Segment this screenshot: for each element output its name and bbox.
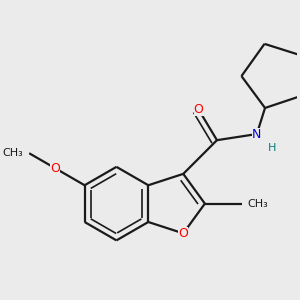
Text: H: H: [268, 143, 276, 153]
Text: O: O: [194, 103, 203, 116]
Text: CH₃: CH₃: [248, 199, 268, 208]
Text: O: O: [50, 162, 60, 175]
Text: O: O: [178, 227, 188, 240]
Text: CH₃: CH₃: [2, 148, 23, 158]
Text: N: N: [252, 128, 262, 140]
